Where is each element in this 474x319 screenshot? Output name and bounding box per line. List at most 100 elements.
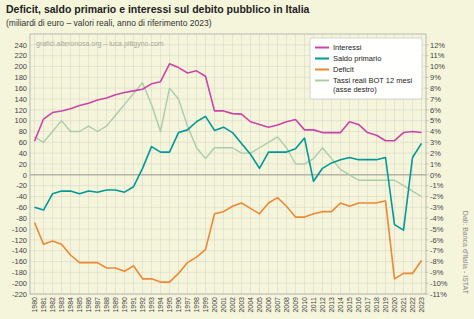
- watermark: grafici.alteronosa.org – luca.pittgyno.c…: [36, 40, 164, 48]
- y-tick-label: -20: [16, 181, 27, 190]
- y-tick-label: -220: [12, 290, 27, 299]
- legend-label: Saldo primario: [333, 54, 381, 63]
- y2-tick-label: -11%: [430, 290, 447, 299]
- y2-tick-label: 11%: [430, 51, 445, 60]
- y-tick-label: 100: [14, 116, 27, 125]
- grid-line-x: [214, 34, 215, 294]
- grid-line-y: [30, 120, 426, 121]
- grid-line-x: [142, 34, 143, 294]
- y-tick-label: 40: [19, 149, 27, 158]
- x-tick-label: 1989: [112, 297, 119, 313]
- x-tick-label: 2008: [283, 297, 290, 313]
- grid-line-y: [30, 153, 426, 154]
- x-tick-label: 1991: [130, 297, 137, 313]
- x-tick-label: 1981: [40, 297, 47, 313]
- grid: [30, 34, 426, 294]
- y2-tick: [426, 77, 429, 78]
- x-tick-label: 2001: [220, 297, 227, 313]
- x-tick-label: 2003: [238, 297, 245, 313]
- y2-tick: [426, 66, 429, 67]
- y2-axis: -11%-10%-9%-8%-7%-6%-5%-4%-3%-2%-1%0%1%2…: [426, 41, 448, 299]
- x-tick-label: 1992: [139, 297, 146, 313]
- y-tick-label: 80: [19, 127, 27, 136]
- x-tick-label: 2013: [328, 297, 335, 313]
- y2-tick: [426, 142, 429, 143]
- grid-line-y: [30, 218, 426, 219]
- y-tick-label: -160: [12, 257, 27, 266]
- x-tick-label: 1980: [31, 297, 38, 313]
- y2-tick: [426, 196, 429, 197]
- x-tick-label: 1998: [193, 297, 200, 313]
- grid-line-x: [286, 34, 287, 294]
- y2-tick: [426, 55, 429, 56]
- grid-line-x: [151, 34, 152, 294]
- y2-tick-label: 4%: [430, 127, 441, 136]
- x-tick-label: 1986: [85, 297, 92, 313]
- x-tick-label: 2019: [382, 297, 389, 313]
- grid-line-y: [30, 250, 426, 251]
- x-tick-label: 1983: [58, 297, 65, 313]
- y2-tick: [426, 294, 429, 295]
- x-tick-label: 2006: [265, 297, 272, 313]
- y2-tick: [426, 88, 429, 89]
- grid-line-y: [30, 272, 426, 273]
- x-axis: 1980198119821983198419851986198719881989…: [31, 297, 425, 313]
- y2-tick: [426, 174, 429, 175]
- grid-line-y: [30, 185, 426, 186]
- grid-line-x: [160, 34, 161, 294]
- y2-tick: [426, 109, 429, 110]
- legend-box: [310, 38, 422, 99]
- y-tick-label: 140: [14, 95, 27, 104]
- x-tick-label: 1993: [148, 297, 155, 313]
- series-line: [35, 116, 422, 230]
- y2-tick: [426, 229, 429, 230]
- y2-tick-label: 1%: [430, 160, 441, 169]
- title: Deficit, saldo primario e interessi sul …: [6, 3, 310, 15]
- y2-tick: [426, 261, 429, 262]
- zero-line: [30, 174, 426, 175]
- y2-tick-label: -10%: [430, 279, 448, 288]
- x-tick-label: 1990: [121, 297, 128, 313]
- y2-tick-label: -8%: [430, 257, 444, 266]
- grid-line-x: [43, 34, 44, 294]
- legend-swatch: [315, 80, 329, 82]
- x-tick-label: 2010: [301, 297, 308, 313]
- x-tick-label: 2000: [211, 297, 218, 313]
- x-tick-label: 1987: [94, 297, 101, 313]
- grid-line-x: [196, 34, 197, 294]
- legend-label: Tassi reali BOT 12 mesi(asse destro): [333, 76, 412, 94]
- grid-line-y: [30, 207, 426, 208]
- y-axis: -220-200-180-160-140-120-100-80-60-40-20…: [12, 41, 27, 299]
- grid-line-x: [124, 34, 125, 294]
- y2-tick: [426, 44, 429, 45]
- x-tick-label: 1985: [76, 297, 83, 313]
- x-tick-label: 2017: [364, 297, 371, 313]
- y2-tick: [426, 185, 429, 186]
- y2-tick-label: 6%: [430, 106, 441, 115]
- x-tick-label: 2022: [409, 297, 416, 313]
- legend-swatch: [315, 69, 329, 71]
- y2-tick-label: 9%: [430, 73, 441, 82]
- y2-tick-label: 12%: [430, 41, 445, 50]
- y2-tick-label: -1%: [430, 181, 444, 190]
- y-tick-label: 60: [19, 138, 27, 147]
- grid-line-x: [79, 34, 80, 294]
- y2-tick-label: 5%: [430, 116, 441, 125]
- x-tick-label: 2011: [310, 297, 317, 312]
- x-tick-label: 2015: [346, 297, 353, 313]
- y2-tick: [426, 153, 429, 154]
- y2-tick: [426, 99, 429, 100]
- y-tick-label: 20: [19, 160, 27, 169]
- series-line: [35, 83, 422, 197]
- y2-tick-label: 0%: [430, 171, 441, 180]
- grid-line-x: [241, 34, 242, 294]
- grid-line-y: [30, 196, 426, 197]
- y-tick-label: -60: [16, 203, 27, 212]
- grid-line-x: [61, 34, 62, 294]
- y2-tick: [426, 218, 429, 219]
- y2-tick: [426, 207, 429, 208]
- legend-swatch: [315, 58, 329, 60]
- grid-line-x: [106, 34, 107, 294]
- y2-tick: [426, 283, 429, 284]
- y2-tick-label: 8%: [430, 84, 441, 93]
